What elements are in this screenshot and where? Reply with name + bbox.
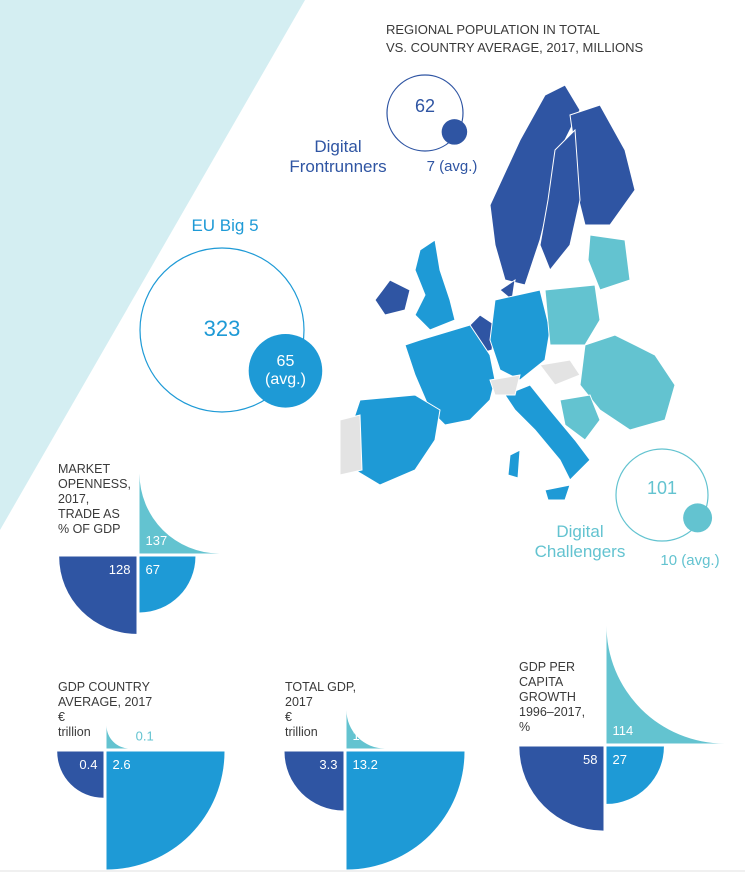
value-label: 13.2 — [353, 757, 378, 772]
chart-title: % OF GDP — [58, 522, 121, 536]
quarter-sector — [606, 625, 725, 744]
value-label: 1.4 — [353, 728, 371, 743]
europe-map — [339, 84, 676, 501]
chart-title: % — [519, 720, 531, 734]
average-label: 7 (avg.) — [426, 158, 478, 175]
series-name: Digital Frontrunners — [289, 137, 387, 176]
average-label: 10 (avg.) — [660, 552, 720, 569]
quarter-sector — [519, 746, 604, 831]
quarter-sector — [606, 746, 664, 804]
chart-title: CAPITA — [519, 675, 564, 689]
chart-title: VS. COUNTRY AVERAGE, 2017, MILLIONS — [386, 40, 644, 55]
quarter-sector — [106, 725, 130, 749]
chart-title: TOTAL GDP, — [285, 680, 357, 694]
average-bubble — [441, 119, 468, 145]
chart-title: trillion — [58, 725, 91, 739]
total-bubble — [615, 448, 709, 542]
chart-title: AVERAGE, 2017 — [58, 695, 153, 709]
quarter-sector — [57, 751, 104, 798]
average-label: 65 (avg.) — [265, 352, 306, 388]
value-label: 0.1 — [136, 728, 154, 743]
background-triangle — [0, 0, 305, 530]
value-label: 137 — [146, 533, 168, 548]
value-label: 27 — [613, 752, 627, 767]
chart-title: GDP COUNTRY — [58, 680, 150, 694]
value-label: 0.4 — [79, 757, 97, 772]
series-name: Digital Challengers — [534, 522, 626, 561]
chart-title: 2017 — [285, 695, 313, 709]
total-bubble — [386, 74, 464, 152]
quarter-sector — [106, 751, 225, 870]
quarter-sector — [59, 556, 137, 634]
value-label: 114 — [613, 723, 634, 738]
total-label: 323 — [204, 316, 241, 341]
total-label: 101 — [647, 478, 677, 498]
series-name: EU Big 5 — [191, 216, 259, 235]
total-bubble — [139, 247, 305, 413]
quarter-sector — [139, 473, 220, 554]
average-bubble — [683, 503, 713, 533]
chart-title: GDP PER — [519, 660, 576, 674]
quarter-sector — [346, 751, 465, 870]
quarter-sector — [346, 710, 385, 749]
chart-title: trillion — [285, 725, 318, 739]
chart-title: GROWTH — [519, 690, 576, 704]
chart-title: € — [58, 710, 65, 724]
chart-title: € — [285, 710, 292, 724]
chart-title: REGIONAL POPULATION IN TOTAL — [386, 22, 600, 37]
value-label: 3.3 — [319, 757, 337, 772]
value-label: 67 — [146, 562, 160, 577]
quarter-sector — [139, 556, 196, 613]
value-label: 2.6 — [113, 757, 131, 772]
value-label: 128 — [109, 562, 131, 577]
value-label: 58 — [583, 752, 597, 767]
chart-title: OPENNESS, — [58, 477, 131, 491]
chart-title: MARKET — [58, 462, 111, 476]
chart-title: TRADE AS — [58, 507, 120, 521]
quarter-sector — [284, 751, 344, 811]
average-bubble — [248, 334, 323, 408]
chart-title: 1996–2017, — [519, 705, 586, 719]
total-label: 62 — [415, 96, 435, 116]
chart-title: 2017, — [58, 492, 90, 506]
